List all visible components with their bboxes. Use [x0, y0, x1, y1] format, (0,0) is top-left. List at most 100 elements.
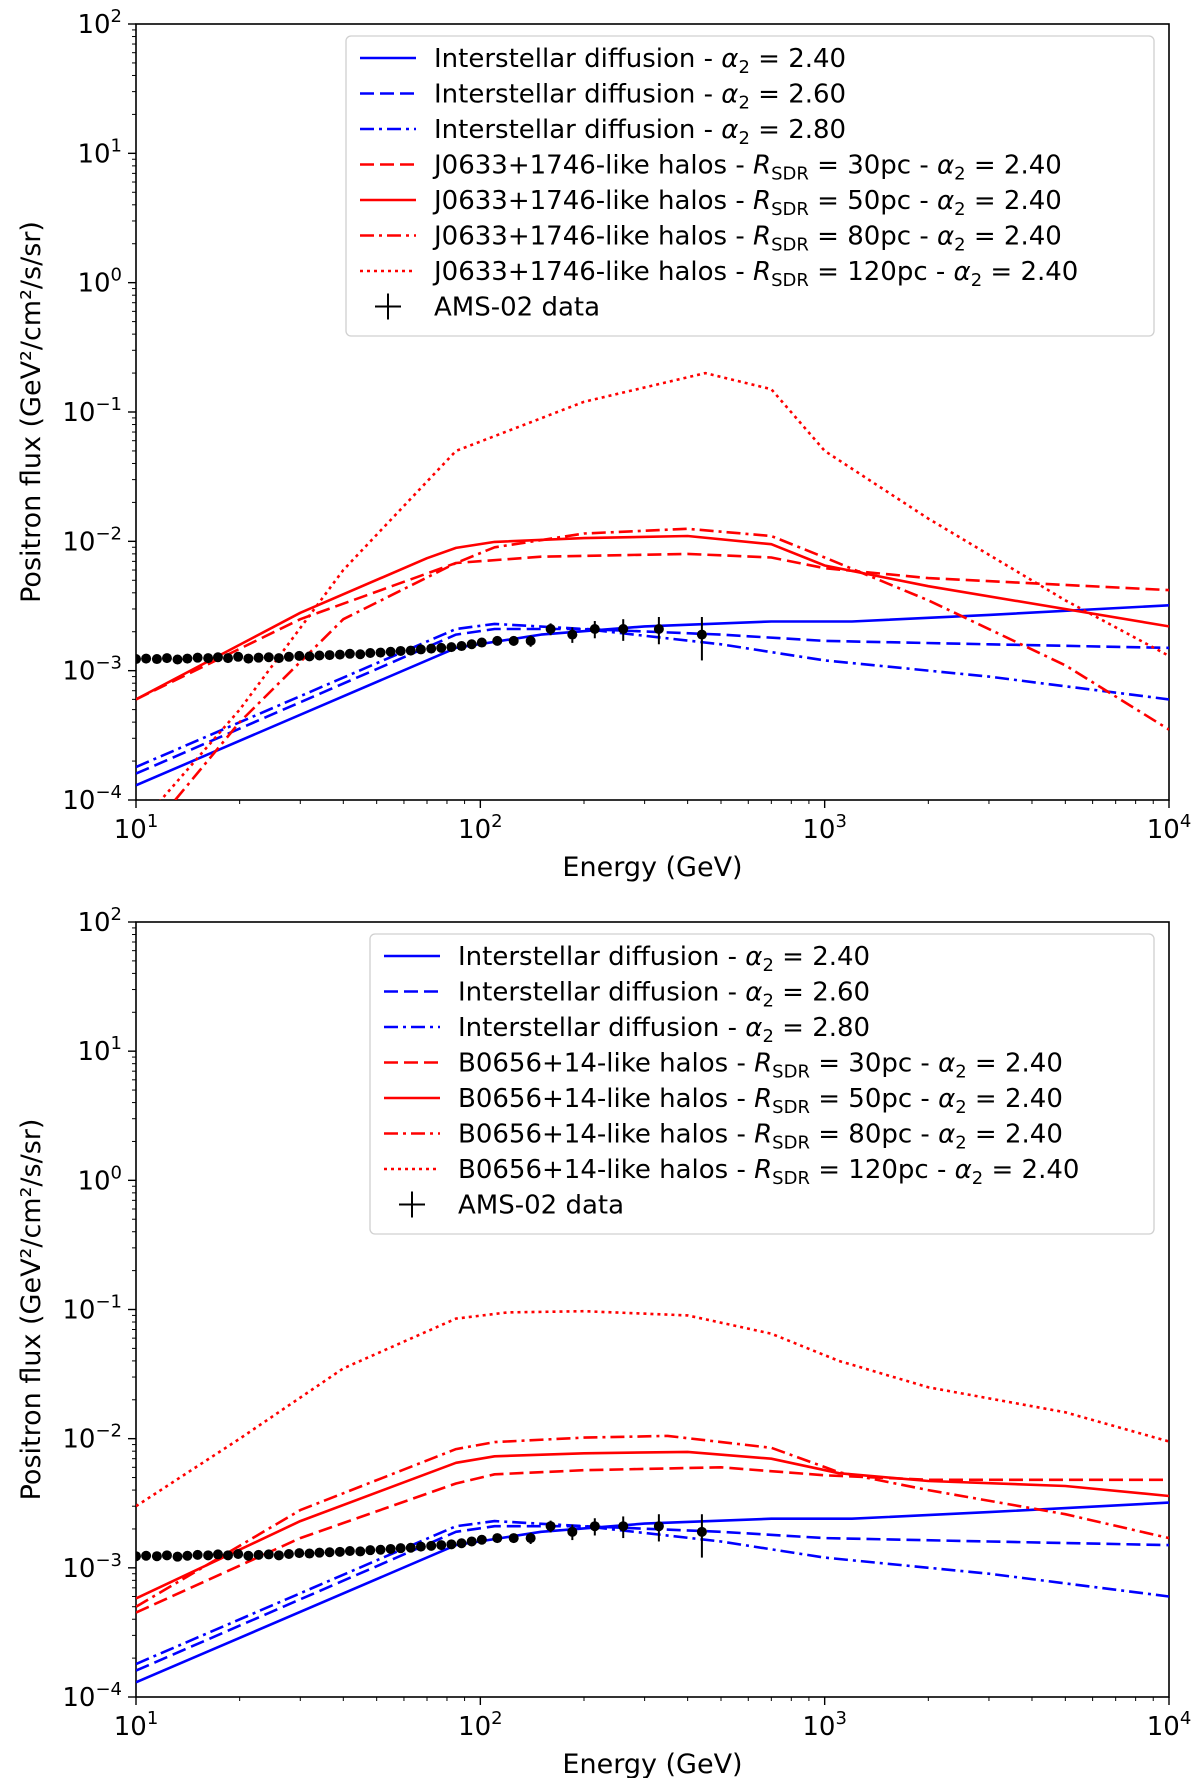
legend-alpha-subscript: 2	[738, 57, 749, 78]
data-point	[589, 1521, 600, 1532]
data-point	[273, 653, 284, 664]
legend-alpha-subscript: 2	[955, 1097, 966, 1118]
legend-symbol-alpha: α	[938, 1120, 955, 1150]
x-tick-exponent: 2	[491, 1708, 502, 1729]
legend-mid: = 30pc -	[810, 1049, 938, 1079]
x-tick-base: 10	[114, 1712, 147, 1742]
data-point	[525, 635, 536, 646]
data-point	[253, 652, 264, 663]
y-tick-label: 101	[77, 1033, 122, 1067]
legend-mid: = 50pc -	[810, 1084, 938, 1114]
legend-label-halo-30: B0656+14-like halos - RSDR = 30pc - α2 =…	[458, 1049, 1063, 1083]
y-tick-base: 10	[62, 786, 95, 816]
data-point	[172, 1551, 183, 1562]
data-point	[355, 1546, 366, 1557]
y-tick-base: 10	[62, 1554, 95, 1584]
legend-label-halo-30: J0633+1746-like halos - RSDR = 30pc - α2…	[432, 151, 1062, 185]
legend-symbol-alpha: α	[721, 44, 738, 74]
y-tick-base: 10	[77, 908, 110, 938]
series-line-halo-80	[136, 1434, 1169, 1608]
legend-alpha-value: = 2.60	[774, 978, 870, 1008]
legend-symbol-alpha: α	[937, 222, 954, 252]
y-tick-exponent: 2	[111, 904, 122, 925]
chart-panel-2: 101 102 103 10410−410−310−210−1100101102Ene…	[16, 904, 1191, 1778]
data-point	[263, 652, 274, 663]
x-tick-label: 102	[458, 1708, 503, 1742]
y-tick-exponent: 0	[111, 1162, 122, 1183]
y-tick-exponent: −1	[95, 394, 122, 415]
data-point	[334, 649, 345, 660]
legend: Interstellar diffusion - α2 = 2.40Inters…	[345, 35, 1155, 337]
data-point	[492, 1533, 503, 1544]
legend-alpha-subscript: 2	[955, 1062, 966, 1083]
data-point	[243, 1550, 254, 1561]
y-tick-label: 102	[77, 6, 122, 40]
y-tick-label: 10−1	[62, 1292, 122, 1326]
y-tick-exponent: −3	[95, 653, 122, 674]
series-line-isd-280	[136, 1519, 1169, 1666]
y-tick-exponent: 0	[111, 265, 122, 286]
x-tick-base: 10	[114, 815, 147, 845]
data-point	[456, 1538, 467, 1549]
legend-symbol-R: R	[753, 186, 771, 216]
data-point	[141, 1550, 152, 1561]
data-point	[136, 654, 141, 665]
data-point	[375, 1544, 386, 1555]
data-point	[476, 637, 487, 648]
legend-label-ams02: AMS-02 data	[458, 1191, 624, 1221]
data-point	[446, 642, 457, 653]
x-tick-exponent: 3	[835, 1708, 846, 1729]
data-point	[324, 1547, 335, 1558]
y-tick-label: 100	[77, 1162, 122, 1196]
x-tick-exponent: 3	[835, 811, 846, 832]
data-point	[151, 654, 162, 665]
data-point	[203, 1550, 214, 1561]
series-line-halo-120	[159, 371, 1169, 800]
y-tick-exponent: −3	[95, 1550, 122, 1571]
y-tick-exponent: −2	[95, 523, 122, 544]
data-point	[304, 1548, 315, 1559]
legend-label-halo-80: J0633+1746-like halos - RSDR = 80pc - α2…	[432, 222, 1062, 256]
x-tick-label: 103	[802, 1708, 847, 1742]
legend-label-isd-260: Interstellar diffusion - α2 = 2.60	[458, 978, 870, 1012]
legend-alpha-value: = 2.40	[774, 942, 870, 972]
legend-label-isd-260: Interstellar diffusion - α2 = 2.60	[434, 80, 846, 114]
x-tick-exponent: 1	[147, 1708, 158, 1729]
x-tick-exponent: 1	[147, 811, 158, 832]
data-point	[233, 651, 244, 662]
series-line-isd-280	[136, 622, 1169, 769]
y-tick-exponent: −1	[95, 1292, 122, 1313]
data-point	[136, 1551, 141, 1562]
legend-label-isd-240: Interstellar diffusion - α2 = 2.40	[434, 44, 846, 78]
data-point	[192, 1549, 203, 1560]
legend-label-isd-240: Interstellar diffusion - α2 = 2.40	[458, 942, 870, 976]
legend-label-halo-120: B0656+14-like halos - RSDR = 120pc - α2 …	[458, 1155, 1079, 1189]
legend-symbol-alpha: α	[955, 1155, 972, 1185]
legend-prefix: B0656+14-like halos -	[458, 1084, 754, 1114]
data-point	[233, 1548, 244, 1559]
legend-subscript: SDR	[772, 1097, 810, 1118]
legend-mid: = 120pc -	[810, 1155, 955, 1185]
data-point	[395, 645, 406, 656]
legend-alpha-subscript: 2	[762, 955, 773, 976]
data-point	[385, 646, 396, 657]
legend-prefix: J0633+1746-like halos -	[432, 186, 753, 216]
legend-subscript: SDR	[772, 1062, 810, 1083]
data-point	[426, 1540, 437, 1551]
legend-alpha-value: = 2.40	[967, 1084, 1063, 1114]
legend-symbol-alpha: α	[745, 978, 762, 1008]
legend-mid: = 120pc -	[809, 257, 954, 287]
data-point	[222, 653, 233, 664]
data-point	[283, 1548, 294, 1559]
series-line-halo-50	[136, 534, 1169, 701]
data-point	[161, 1550, 172, 1561]
x-tick-exponent: 4	[1180, 1708, 1191, 1729]
legend-symbol-alpha: α	[937, 186, 954, 216]
x-tick-label: 102	[458, 811, 503, 845]
legend-alpha-value: = 2.40	[967, 1120, 1063, 1150]
x-tick-label: 101	[114, 811, 159, 845]
data-point	[192, 652, 203, 663]
legend-prefix: Interstellar diffusion -	[434, 80, 721, 110]
legend-label-halo-50: B0656+14-like halos - RSDR = 50pc - α2 =…	[458, 1084, 1063, 1118]
legend-alpha-subscript: 2	[762, 1026, 773, 1047]
